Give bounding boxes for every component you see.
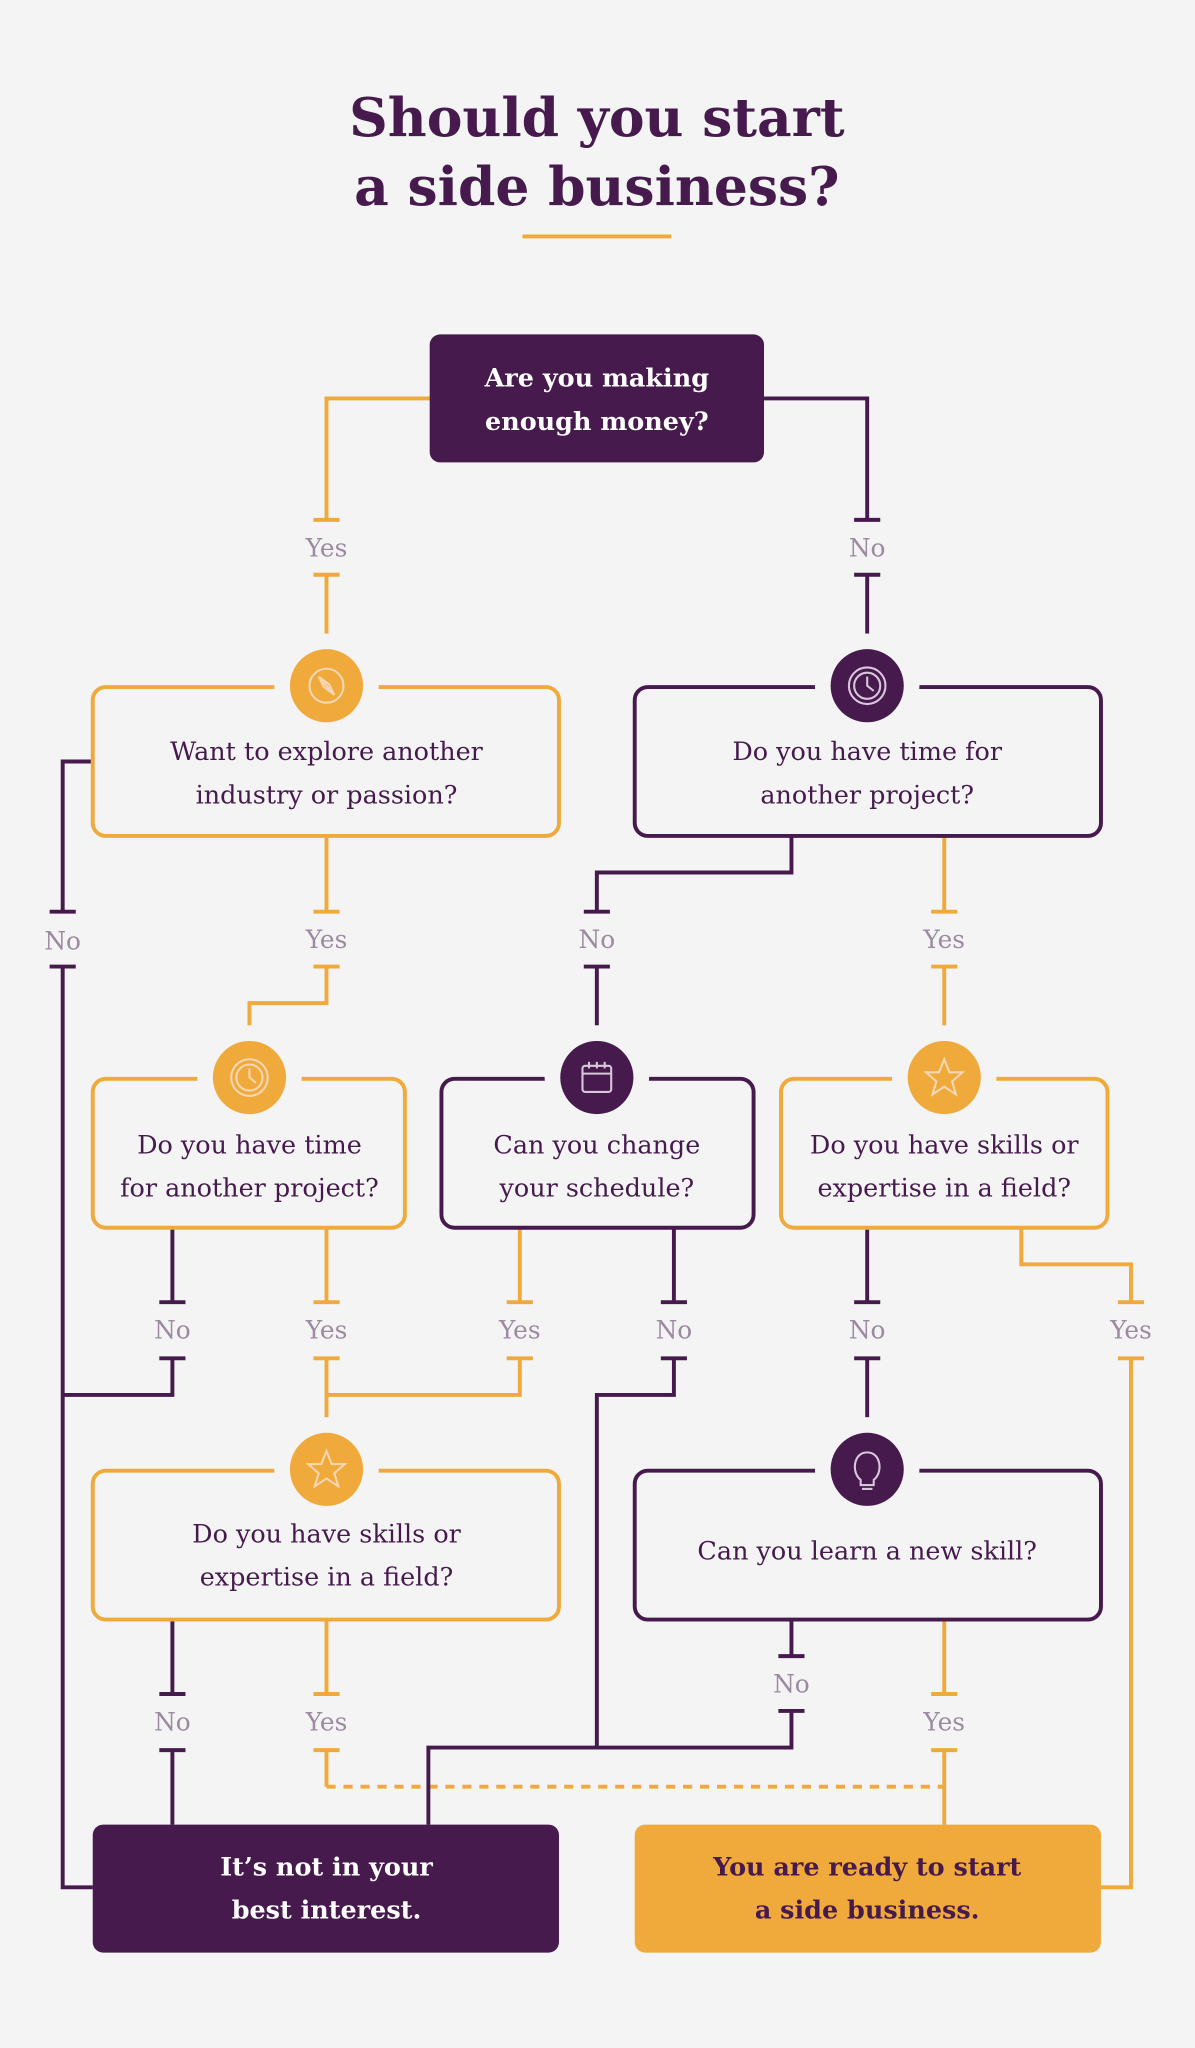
node-text: another project? — [760, 780, 974, 810]
node-text: a side business. — [755, 1896, 980, 1926]
node-skills-left: Do you have skills or expertise in a fie… — [90, 1417, 561, 1622]
node-text: industry or passion? — [196, 780, 458, 810]
label-yes: Yes — [1109, 1316, 1152, 1345]
label-yes: Yes — [922, 1708, 965, 1737]
branch-labels: Yes No No Yes No Yes No Yes Yes No No Ye… — [44, 533, 1151, 1736]
node-text: Can you learn a new skill? — [697, 1536, 1037, 1566]
node-schedule: Can you change your schedule? — [439, 1025, 756, 1230]
node-text: It’s not in your — [220, 1853, 433, 1883]
node-explore: Want to explore another industry or pass… — [90, 633, 561, 838]
node-text: You are ready to start — [712, 1853, 1021, 1883]
calendar-icon — [581, 1061, 613, 1093]
label-no: No — [579, 925, 616, 954]
node-skills-right: Do you have skills or expertise in a fie… — [779, 1025, 1110, 1230]
node-text: Are you making — [484, 364, 710, 394]
label-no: No — [656, 1316, 693, 1345]
node-text: expertise in a field? — [817, 1173, 1071, 1203]
node-learn: Can you learn a new skill? — [632, 1417, 1103, 1622]
node-text: Do you have time for — [732, 737, 1003, 767]
star-icon — [923, 1056, 966, 1098]
node-text: expertise in a field? — [200, 1563, 454, 1593]
node-start: Are you making enough money? — [429, 334, 765, 463]
label-yes: Yes — [305, 925, 348, 954]
node-text: enough money? — [485, 407, 709, 437]
label-no: No — [154, 1708, 191, 1737]
label-yes: Yes — [305, 1708, 348, 1737]
label-yes: Yes — [922, 925, 965, 954]
label-no: No — [849, 1316, 886, 1345]
outcome-ready: You are ready to start a side business. — [634, 1824, 1101, 1953]
node-text: best interest. — [232, 1896, 422, 1926]
compass-icon — [308, 667, 345, 704]
label-no: No — [849, 533, 886, 562]
label-yes: Yes — [498, 1316, 541, 1345]
node-text: Do you have time — [137, 1130, 362, 1160]
connectors-no — [49, 396, 881, 1890]
node-text: Do you have skills or — [810, 1130, 1079, 1160]
node-time-right: Do you have time for another project? — [632, 633, 1103, 838]
node-text: Want to explore another — [170, 737, 484, 767]
label-no: No — [154, 1316, 191, 1345]
label-yes: Yes — [305, 533, 348, 562]
star-icon — [305, 1448, 348, 1489]
connectors-yes — [247, 396, 1145, 1890]
node-text: your schedule? — [499, 1173, 695, 1203]
title-line-1: Should you start — [349, 86, 845, 149]
label-yes: Yes — [305, 1316, 348, 1345]
label-no: No — [44, 927, 81, 956]
node-text: Do you have skills or — [192, 1519, 461, 1549]
clock-icon — [230, 1058, 269, 1097]
label-no: No — [773, 1670, 810, 1699]
node-text: for another project? — [120, 1173, 379, 1203]
lightbulb-icon — [853, 1451, 881, 1490]
clock-icon — [847, 666, 887, 706]
node-text: Can you change — [493, 1130, 700, 1160]
node-time-left: Do you have time for another project? — [90, 1025, 407, 1230]
outcome-not-in-interest: It’s not in your best interest. — [92, 1824, 559, 1953]
title-line-2: a side business? — [354, 155, 839, 218]
